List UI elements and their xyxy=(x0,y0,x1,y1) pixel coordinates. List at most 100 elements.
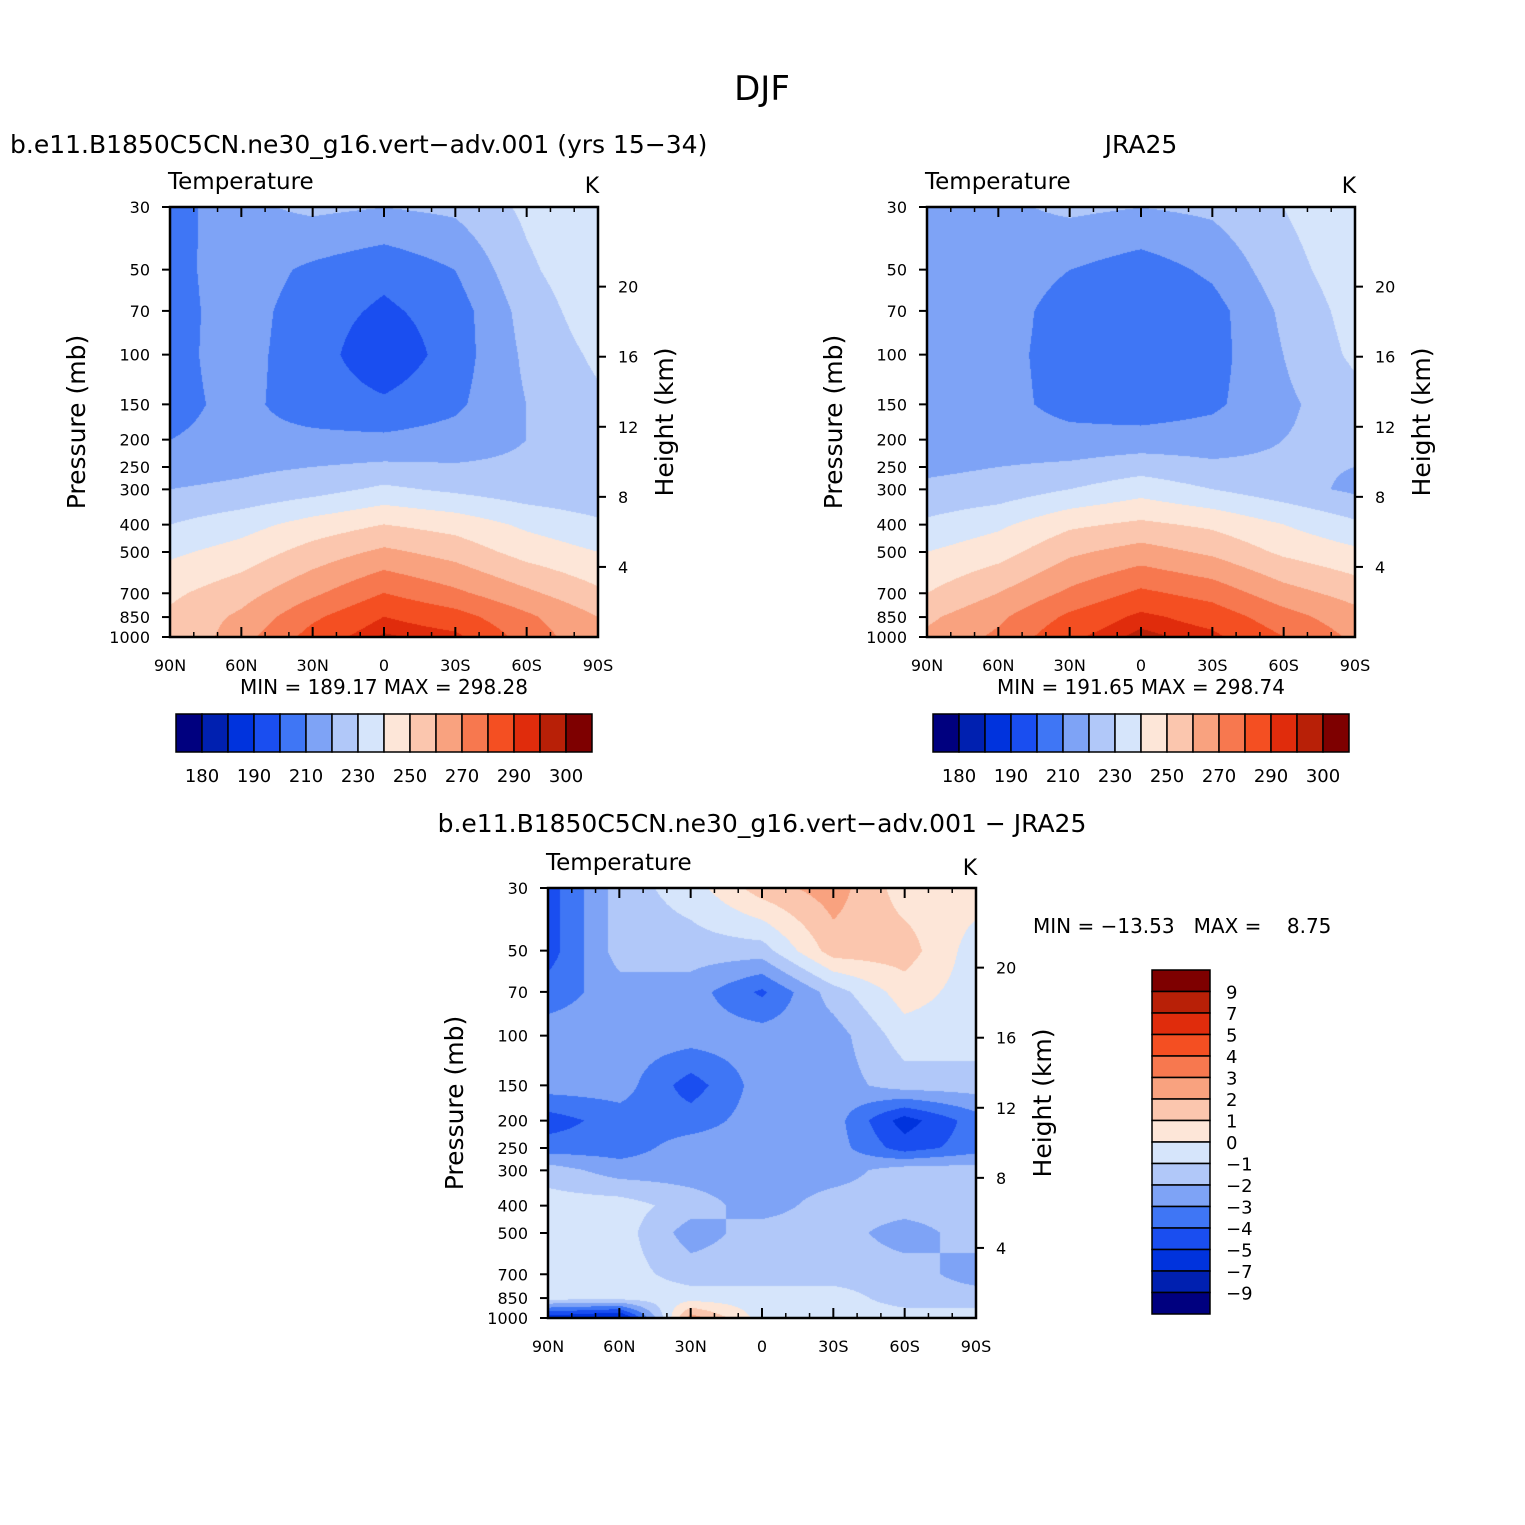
lat-tick-label: 60N xyxy=(982,656,1014,675)
colorbar-swatch xyxy=(539,713,567,753)
colorbar-swatch xyxy=(1151,1162,1211,1186)
colorbar-swatch xyxy=(175,713,203,753)
colorbar-swatch xyxy=(1151,1184,1211,1208)
colorbar-swatch xyxy=(1140,713,1168,753)
colorbar-swatch xyxy=(1151,1227,1211,1251)
pressure-axis-title: Pressure (mb) xyxy=(62,335,91,509)
colorbar-swatch xyxy=(1166,713,1194,753)
colorbar-label: −4 xyxy=(1226,1219,1253,1240)
pressure-tick-label: 70 xyxy=(130,302,150,321)
pressure-tick-label: 1000 xyxy=(866,628,907,647)
variable-label-model: Temperature xyxy=(167,169,314,195)
colorbar-label: −1 xyxy=(1226,1155,1253,1176)
lat-tick-label: 30N xyxy=(297,656,329,675)
height-tick-label: 16 xyxy=(618,348,638,367)
pressure-tick-label: 700 xyxy=(876,584,907,603)
colorbar-swatch xyxy=(409,713,437,753)
colorbar-swatch xyxy=(1151,969,1211,993)
pressure-tick-label: 100 xyxy=(876,346,907,365)
pressure-tick-label: 70 xyxy=(887,302,907,321)
panel-title-model: b.e11.B1850C5CN.ne30_g16.vert−adv.001 (y… xyxy=(10,130,707,159)
height-tick-label: 20 xyxy=(1375,278,1395,297)
height-tick-label: 12 xyxy=(1375,418,1395,437)
colorbar-label: 180 xyxy=(942,766,976,787)
height-tick-label: 8 xyxy=(996,1169,1006,1188)
height-tick-label: 20 xyxy=(618,278,638,297)
colorbar-swatch xyxy=(1151,1141,1211,1165)
colorbar-label: 290 xyxy=(1254,766,1288,787)
pressure-tick-label: 30 xyxy=(508,879,528,898)
colorbar-label: −7 xyxy=(1226,1262,1253,1283)
field-image-model xyxy=(170,207,598,637)
colorbar-swatch xyxy=(1151,1033,1211,1057)
panel-title-obs: JRA25 xyxy=(1103,130,1178,159)
pressure-tick-label: 1000 xyxy=(487,1309,528,1328)
lat-tick-label: 0 xyxy=(1136,656,1146,675)
height-tick-label: 4 xyxy=(618,558,628,577)
lat-tick-label: 60N xyxy=(225,656,257,675)
colorbar-label: 300 xyxy=(549,766,583,787)
colorbar-label: 190 xyxy=(237,766,271,787)
colorbar-swatch xyxy=(383,713,411,753)
colorbar-label: 2 xyxy=(1226,1090,1237,1111)
variable-label-diff: Temperature xyxy=(545,850,692,876)
pressure-tick-label: 850 xyxy=(497,1289,528,1308)
colorbar-swatch xyxy=(1218,713,1246,753)
units-label-obs: K xyxy=(1342,174,1357,199)
colorbar-swatch xyxy=(1062,713,1090,753)
height-tick-label: 8 xyxy=(618,488,628,507)
lat-tick-label: 90N xyxy=(154,656,186,675)
figure-title: DJF xyxy=(734,69,790,109)
colorbar-swatch xyxy=(1151,1248,1211,1272)
colorbar-label: −2 xyxy=(1226,1176,1253,1197)
colorbar-swatch xyxy=(1270,713,1298,753)
lat-tick-label: 60N xyxy=(603,1337,635,1356)
colorbar-swatch xyxy=(1151,1270,1211,1294)
lat-tick-label: 60S xyxy=(889,1337,920,1356)
colorbar-swatch xyxy=(461,713,489,753)
lat-tick-label: 30N xyxy=(675,1337,707,1356)
panel-diff: b.e11.B1850C5CN.ne30_g16.vert−adv.001 − … xyxy=(438,809,1332,1356)
colorbar-label: −5 xyxy=(1226,1241,1253,1262)
height-tick-label: 16 xyxy=(1375,348,1395,367)
panel-model: b.e11.B1850C5CN.ne30_g16.vert−adv.001 (y… xyxy=(10,130,707,787)
pressure-tick-label: 150 xyxy=(876,395,907,414)
pressure-axis-title: Pressure (mb) xyxy=(819,335,848,509)
field-image-obs xyxy=(927,207,1355,637)
pressure-tick-label: 300 xyxy=(119,480,150,499)
height-tick-label: 20 xyxy=(996,959,1016,978)
colorbar-swatch xyxy=(1192,713,1220,753)
colorbar-swatch xyxy=(565,713,593,753)
lat-tick-label: 30S xyxy=(818,1337,849,1356)
colorbar-swatch xyxy=(331,713,359,753)
lat-tick-label: 0 xyxy=(379,656,389,675)
lat-tick-label: 0 xyxy=(757,1337,767,1356)
colorbar-swatch xyxy=(253,713,281,753)
lat-tick-label: 90N xyxy=(911,656,943,675)
pressure-tick-label: 200 xyxy=(119,431,150,450)
lat-tick-label: 90S xyxy=(1340,656,1371,675)
height-tick-label: 4 xyxy=(996,1239,1006,1258)
pressure-tick-label: 850 xyxy=(876,608,907,627)
height-axis-title: Height (km) xyxy=(1407,348,1436,497)
pressure-tick-label: 200 xyxy=(876,431,907,450)
colorbar-label: 180 xyxy=(185,766,219,787)
colorbar-label: 210 xyxy=(1046,766,1080,787)
height-tick-label: 12 xyxy=(996,1099,1016,1118)
height-tick-label: 4 xyxy=(1375,558,1385,577)
colorbar-swatch xyxy=(1151,1205,1211,1229)
colorbar-label: 270 xyxy=(445,766,479,787)
pressure-tick-label: 30 xyxy=(130,198,150,217)
stats-diff: MIN = −13.53 MAX = 8.75 xyxy=(1033,914,1331,938)
lat-tick-label: 30S xyxy=(440,656,471,675)
colorbar-label: 300 xyxy=(1306,766,1340,787)
colorbar-swatch xyxy=(1151,1076,1211,1100)
pressure-tick-label: 150 xyxy=(497,1076,528,1095)
pressure-tick-label: 250 xyxy=(497,1139,528,1158)
